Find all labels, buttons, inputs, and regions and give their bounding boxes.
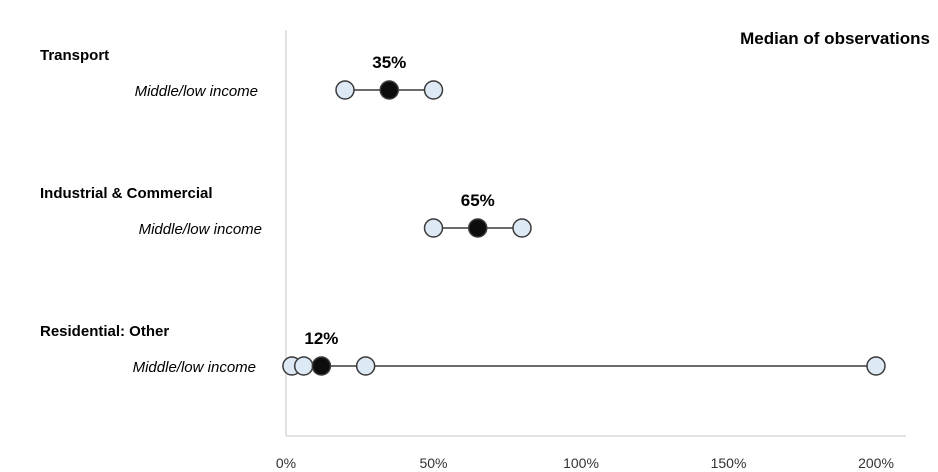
category-sublabel: Middle/low income bbox=[133, 359, 256, 376]
category-row: Transport Middle/low income 35% bbox=[40, 47, 444, 100]
category-sublabel: Middle/low income bbox=[139, 221, 262, 238]
median-data-label: 65% bbox=[461, 191, 495, 210]
x-tick-label: 100% bbox=[563, 455, 599, 471]
observation-point bbox=[355, 356, 376, 376]
median-data-label: 12% bbox=[304, 329, 338, 348]
observation-point bbox=[512, 218, 532, 238]
x-axis-ticks: 0% 50% 100% 150% 200% bbox=[276, 455, 894, 471]
median-point bbox=[379, 80, 399, 100]
category-name: Residential: Other bbox=[40, 323, 169, 340]
median-point bbox=[311, 356, 332, 376]
observation-point bbox=[293, 356, 314, 376]
observation-point bbox=[866, 356, 886, 376]
category-rows: Transport Middle/low income 35% Industrial … bbox=[40, 47, 886, 376]
observation-point bbox=[335, 80, 355, 100]
category-name: Industrial & Commercial bbox=[40, 185, 213, 202]
x-tick-label: 50% bbox=[419, 455, 447, 471]
x-tick-label: 200% bbox=[858, 455, 894, 471]
median-point bbox=[468, 218, 488, 238]
x-tick-label: 0% bbox=[276, 455, 296, 471]
chart-title: Median of observations bbox=[740, 29, 930, 48]
median-data-label: 35% bbox=[372, 53, 406, 72]
category-row: Residential: Other Middle/low income 12% bbox=[40, 323, 886, 376]
observation-point bbox=[423, 80, 444, 100]
x-tick-label: 150% bbox=[711, 455, 747, 471]
category-name: Transport bbox=[40, 47, 109, 64]
category-sublabel: Middle/low income bbox=[135, 83, 258, 100]
observation-point bbox=[423, 218, 444, 238]
category-row: Industrial & Commercial Middle/low income… bbox=[40, 185, 532, 238]
